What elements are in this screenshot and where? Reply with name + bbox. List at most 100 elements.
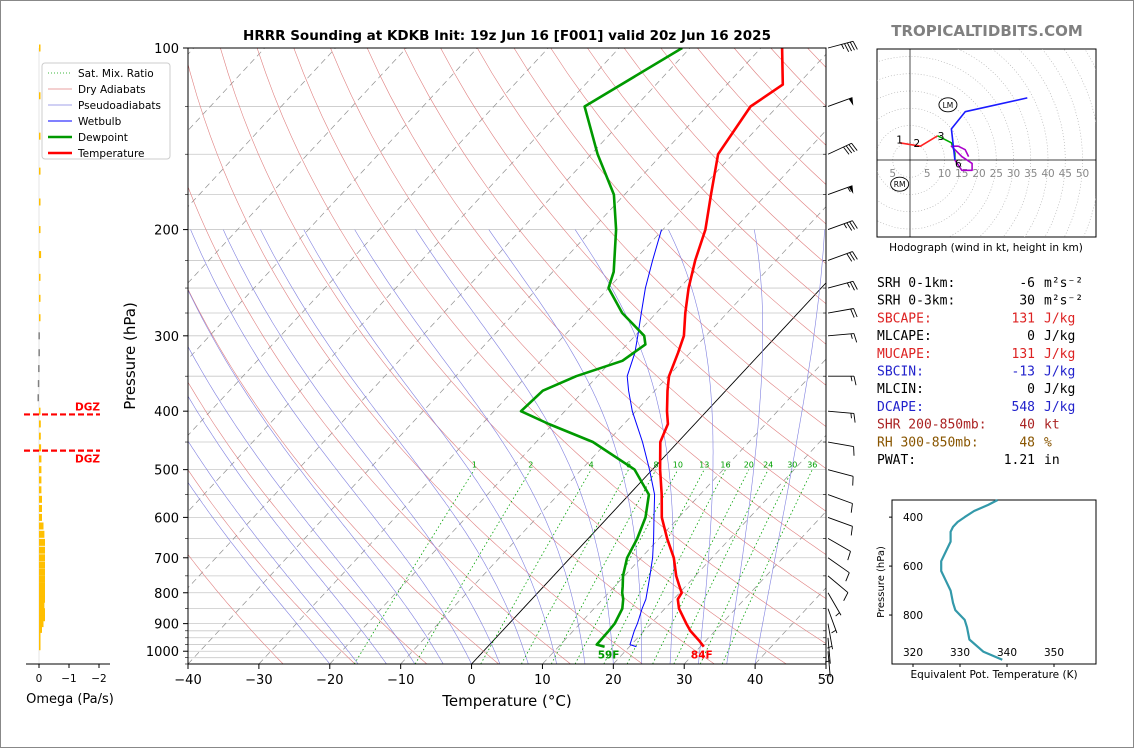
stat-value: 1.21 [1004,453,1035,468]
stat-value: 131 [1012,311,1035,326]
stats-panel: SRH 0-1km: -6 m²s⁻² SRH 0-3km: 30 m²s⁻² SBCAPE… [877,276,1083,468]
omega-tick-label: −2 [91,673,106,685]
barb-full [852,251,858,260]
x-tick-label: 0 [467,673,475,688]
wind-barb [827,251,858,262]
omega-bar [39,589,45,597]
stat-unit: in [1044,453,1060,468]
mixing-ratio-label: 2 [528,461,533,470]
barb-full [845,572,850,582]
barb-full [848,144,855,153]
wind-barb [827,142,858,155]
dgz-label: DGZ [75,401,100,413]
wind-barb [827,516,853,536]
omega-bar [38,365,40,373]
mixing-ratio-label: 8 [653,461,658,470]
dry-adiabat [188,381,428,664]
y-tick-label: 300 [154,330,179,345]
omega-bar [39,522,44,530]
pseudoadiabat [190,229,472,664]
stat-unit: J/kg [1044,347,1075,362]
stat-label: SRH 0-3km: [877,294,955,309]
omega-bar [38,349,40,357]
omega-bar [39,44,41,52]
storm-motion-marker [938,97,958,113]
wind-barb [828,375,857,386]
x-tick-label: 40 [747,673,764,688]
omega-bar [39,444,42,452]
stat-value: 48 [1019,435,1035,450]
omega-bar [39,643,41,651]
barb-staff [827,494,853,504]
omega-bar [39,455,42,463]
wind-barb [827,220,858,231]
omega-bar [39,538,45,546]
barb-staff [827,592,842,616]
y-tick-label: 100 [154,42,179,57]
isotherm-line [542,358,826,664]
omega-bar [39,575,45,583]
theta-e-y-tick-label: 400 [903,512,923,524]
y-axis-label: Pressure (hPa) [121,302,139,410]
mixing-ratio-line [353,469,475,664]
wind-barb [827,280,858,291]
dry-adiabat [440,48,826,469]
dry-adiabat [403,48,826,512]
omega-bar [39,476,42,484]
barb-staff [827,251,853,261]
y-tick-label: 400 [154,405,179,420]
hodograph-ring-label: 30 [1007,168,1020,180]
barb-full [852,281,858,290]
hodograph-ring-label: 35 [1024,168,1037,180]
stat-unit: J/kg [1044,311,1075,326]
hodograph-ring-label: 5 [924,168,931,180]
dry-adiabat [477,48,826,427]
barb-staff [827,651,831,678]
omega-bar [39,486,42,494]
omega-bar [39,466,42,474]
theta-e-x-tick-label: 320 [903,647,923,659]
omega-bar [37,394,39,402]
omega-bar [39,546,45,554]
mixing-ratio-line [626,469,726,664]
theta-e-x-tick-label: 340 [997,647,1017,659]
theta-e-frame [891,499,1097,665]
mixing-ratio-label: 10 [673,461,683,470]
pseudoadiabat [188,440,359,664]
isotherm-line [188,48,620,513]
x-axis-label: Temperature (°C) [441,692,571,710]
stat-value: 40 [1019,418,1035,433]
barb-full [852,41,858,50]
hodograph-segment [950,145,973,172]
isotherm-line [613,434,826,664]
stat-unit: kt [1044,418,1060,433]
y-tick-label: 800 [154,587,179,602]
barb-full [853,333,858,343]
barb-half [850,413,852,419]
mixing-ratio-label: 1 [472,461,477,470]
omega-bar [39,407,41,415]
omega-bar [39,432,41,440]
wind-barb [827,441,855,456]
barb-staff [827,575,849,593]
stat-value: -13 [1012,365,1035,380]
omega-tick-label: −1 [61,673,76,685]
dry-adiabat [366,48,826,555]
omega-bar [39,420,41,428]
pseudoadiabat [488,229,642,664]
pseudoadiabat [726,229,763,664]
wind-barb [827,410,856,423]
stat-value: 0 [1027,329,1035,344]
y-tick-label: 700 [154,552,179,567]
dry-adiabat [587,48,826,305]
legend-entry: Sat. Mix. Ratio [78,68,154,80]
theta-e-x-label: Equivalent Pot. Temperature (K) [910,669,1077,681]
barb-staff [827,97,853,107]
barb-full [843,592,849,601]
dry-adiabat [188,186,571,664]
barb-full [853,376,857,386]
barb-staff [827,142,852,155]
mixing-ratio-line [550,469,657,664]
barb-full [851,142,858,151]
